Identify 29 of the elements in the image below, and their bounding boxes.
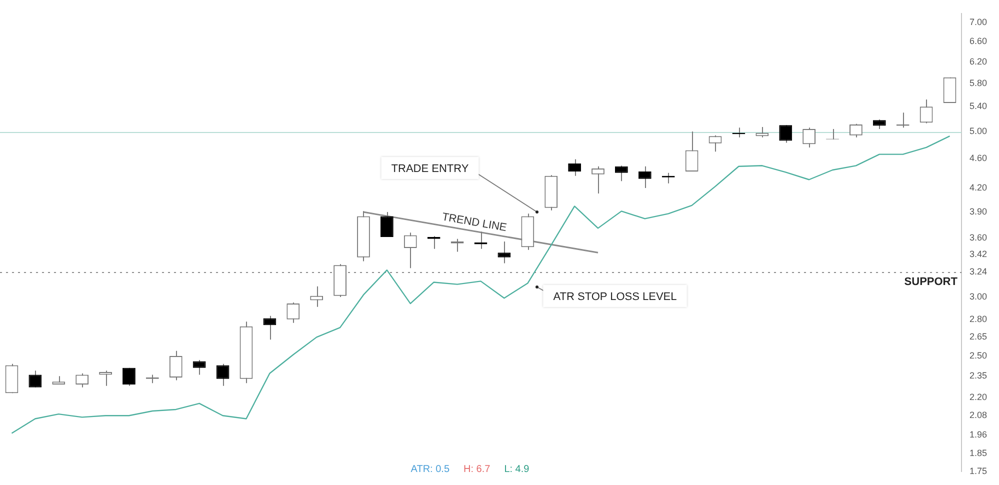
y-tick-label: 3.00 [969,291,988,302]
y-tick-label: 2.80 [969,314,988,324]
y-tick-label: 1.75 [969,466,988,476]
y-tick-label: 1.96 [969,429,988,440]
y-tick-label: 6.20 [969,56,988,66]
y-tick-label: 5.80 [969,78,988,88]
y-tick-label: 2.50 [969,350,988,361]
y-tick-label: 4.60 [969,153,988,164]
y-tick-label: 2.08 [969,410,988,420]
annotation: L: 4.9 [504,464,530,475]
annotation: ATR: 0.5 [410,464,450,475]
y-tick-label: 3.90 [969,206,988,216]
y-tick-label: 2.35 [969,370,988,381]
y-tick-label: 3.60 [969,232,988,242]
y-tick-label: 3.24 [969,266,988,277]
ref-line-label: SUPPORT [904,276,958,288]
text: TREND LINE [441,211,508,234]
y-tick-label: 6.60 [969,36,988,46]
y-tick-label: 2.65 [969,332,988,342]
annotation: TRADE ENTRY [391,163,470,176]
y-tick-label: 4.20 [969,182,988,192]
y-tick-label: 1.85 [969,448,988,458]
y-tick-label: 3.42 [969,249,988,260]
y-tick-label: 7.00 [969,17,988,28]
annotation: H: 6.7 [464,464,491,475]
y-tick-label: 5.40 [969,101,988,112]
annotation: ATR STOP LOSS LEVEL [553,291,677,304]
y-tick-label: 5.00 [969,126,988,136]
y-tick-label: 2.20 [969,392,988,402]
